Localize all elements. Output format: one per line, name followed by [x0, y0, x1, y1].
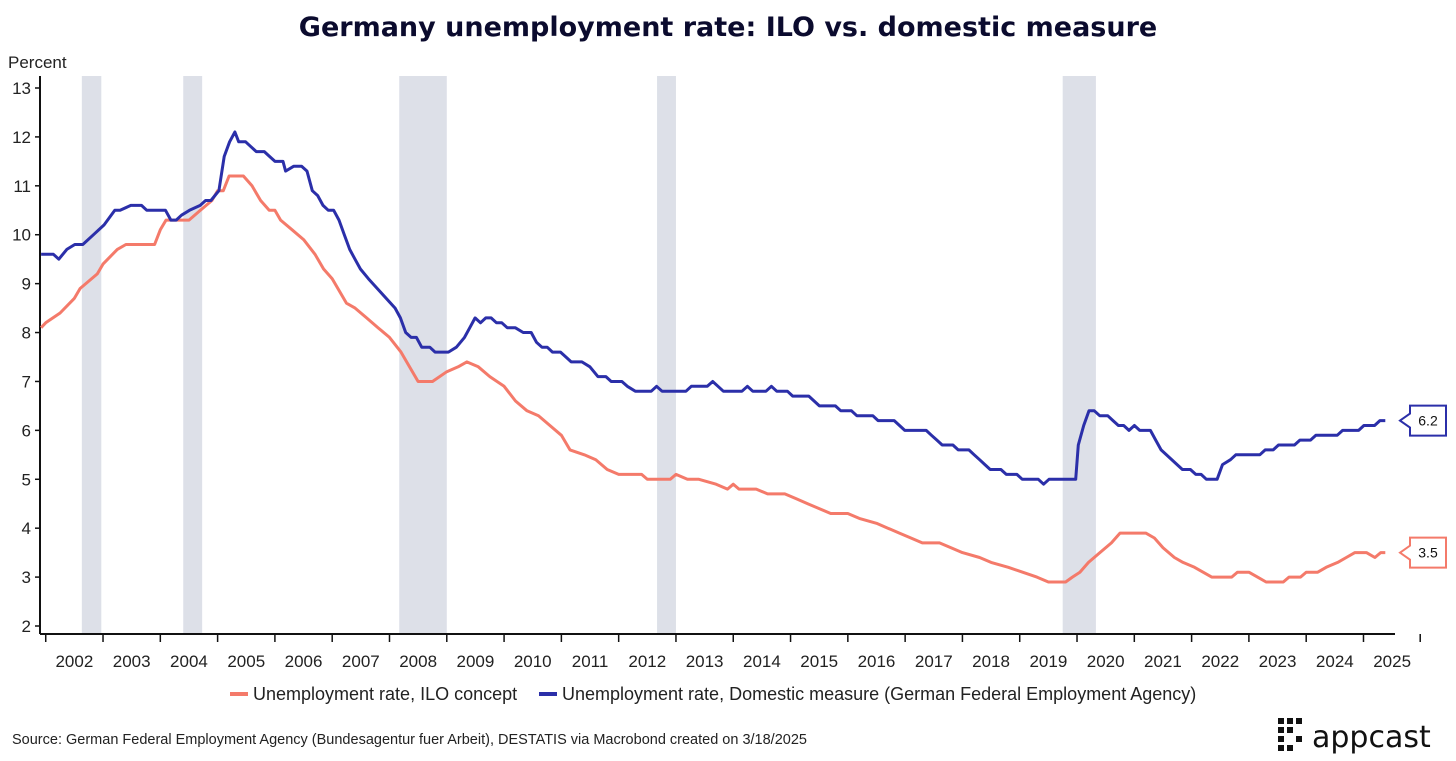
y-tick-label-3: 3	[22, 568, 31, 587]
recession-band-1	[183, 76, 203, 634]
x-tick-label-2024: 2024	[1316, 652, 1354, 671]
x-tick-label-2007: 2007	[342, 652, 380, 671]
brand-dot-6	[1296, 736, 1302, 742]
x-tick-label-2014: 2014	[743, 652, 781, 671]
y-tick-label-8: 8	[22, 324, 31, 343]
legend: Unemployment rate, ILO concept Unemploym…	[230, 684, 1196, 704]
brand-dot-3	[1278, 727, 1284, 733]
brand-dot-4	[1287, 727, 1293, 733]
x-tick-label-2005: 2005	[227, 652, 265, 671]
x-tick-label-2021: 2021	[1144, 652, 1182, 671]
x-tick-label-2002: 2002	[55, 652, 93, 671]
appcast-logo: appcast	[1278, 718, 1431, 755]
y-tick-label-9: 9	[22, 275, 31, 294]
x-axis-ticks: 2002 2003 2004 2005 2006 2007 2008 2009 2010 2011…	[44, 634, 1421, 671]
brand-name: appcast	[1312, 720, 1431, 755]
x-tick-label-2015: 2015	[800, 652, 838, 671]
x-tick-label-2016: 2016	[858, 652, 896, 671]
source-note: Source: German Federal Employment Agency…	[12, 732, 807, 748]
brand-dot-2	[1296, 718, 1302, 724]
recession-band-3	[657, 76, 676, 634]
recession-bands	[81, 76, 1096, 634]
x-tick-label-2011: 2011	[572, 652, 609, 671]
x-tick-label-2013: 2013	[686, 652, 724, 671]
x-tick-label-2003: 2003	[113, 652, 151, 671]
x-tick-label-2006: 2006	[285, 652, 323, 671]
series-line-1	[41, 130, 1386, 486]
brand-dot-0	[1278, 718, 1284, 724]
legend-label-ilo: Unemployment rate, ILO concept	[253, 684, 517, 704]
end-label-box-0	[1398, 536, 1447, 569]
end-label-box-1	[1398, 404, 1447, 437]
legend-label-domestic: Unemployment rate, Domestic measure (Ger…	[562, 684, 1196, 704]
brand-dot-1	[1287, 718, 1293, 724]
x-tick-label-2004: 2004	[170, 652, 208, 671]
x-tick-label-2009: 2009	[457, 652, 495, 671]
y-tick-label-12: 12	[12, 128, 31, 147]
y-tick-label-11: 11	[13, 177, 31, 196]
x-tick-label-2020: 2020	[1087, 652, 1125, 671]
x-tick-label-2019: 2019	[1029, 652, 1067, 671]
x-tick-label-2025: 2025	[1373, 652, 1411, 671]
x-tick-label-2010: 2010	[514, 652, 552, 671]
y-axis-ticks: 2 3 4 5 6 7 8 9 10 11 12 13	[12, 79, 40, 636]
brand-dot-5	[1278, 736, 1284, 742]
end-label-value-1: 6.2	[1418, 413, 1438, 429]
end-labels: 3.5 6.2	[1398, 404, 1447, 569]
end-label-value-0: 3.5	[1418, 545, 1438, 561]
x-tick-label-2017: 2017	[915, 652, 953, 671]
y-tick-label-6: 6	[22, 421, 31, 440]
x-tick-label-2023: 2023	[1259, 652, 1297, 671]
x-tick-label-2008: 2008	[399, 652, 437, 671]
brand-dot-7	[1278, 745, 1284, 751]
x-tick-label-2022: 2022	[1201, 652, 1239, 671]
y-tick-label-4: 4	[22, 519, 31, 538]
y-tick-label-13: 13	[12, 79, 31, 98]
series-lines	[40, 130, 1386, 584]
x-tick-label-2012: 2012	[628, 652, 666, 671]
series-line-0	[40, 174, 1386, 584]
x-tick-label-2018: 2018	[972, 652, 1010, 671]
y-tick-label-5: 5	[22, 470, 31, 489]
y-tick-label-7: 7	[22, 372, 31, 391]
brand-dot-8	[1287, 745, 1293, 751]
recession-band-2	[399, 76, 447, 634]
recession-band-0	[81, 76, 102, 634]
axes	[39, 76, 1395, 635]
appcast-mark-icon	[1278, 718, 1302, 751]
y-axis-label: Percent	[8, 53, 67, 72]
recession-band-4	[1062, 76, 1096, 634]
y-tick-label-2: 2	[22, 617, 31, 636]
chart-title: Germany unemployment rate: ILO vs. domes…	[299, 12, 1157, 43]
y-tick-label-10: 10	[12, 226, 31, 245]
